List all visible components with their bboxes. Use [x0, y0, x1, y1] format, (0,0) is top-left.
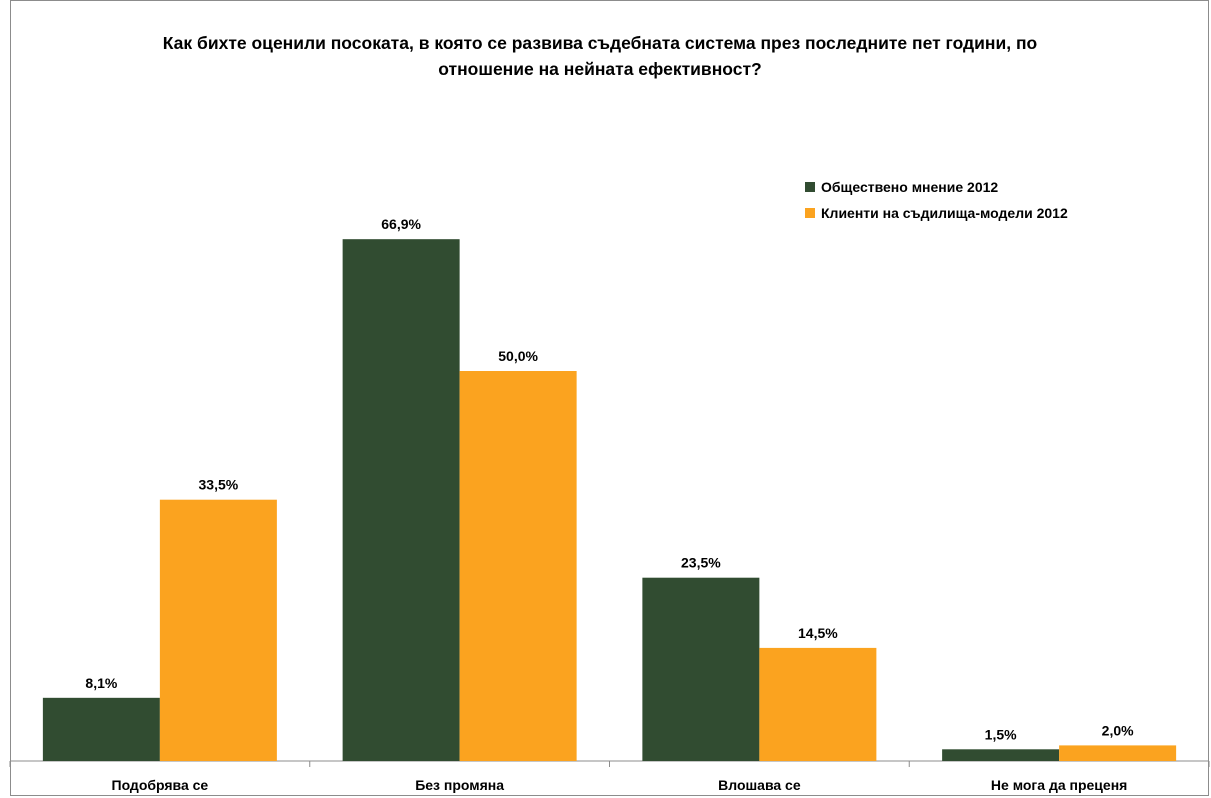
bar-public-opinion-0 [42, 697, 160, 761]
legend-item-court-clients: Клиенти на съдилища-модели 2012 [805, 200, 1068, 226]
data-label: 1,5% [985, 726, 1017, 742]
data-label: 8,1% [85, 675, 117, 691]
bar-court-clients-3 [1059, 745, 1177, 761]
chart-title: Как бихте оценили посоката, в която се р… [60, 30, 1140, 82]
bar-public-opinion-1 [342, 239, 460, 761]
data-label: 50,0% [498, 348, 538, 364]
bar-public-opinion-2 [642, 577, 760, 761]
legend-swatch-public-opinion [805, 182, 815, 192]
bar-court-clients-0 [159, 499, 277, 761]
x-tick-label: Влошава се [718, 777, 801, 793]
x-tick-label: Не мога да преценя [991, 777, 1127, 793]
bar-public-opinion-3 [942, 749, 1060, 761]
x-tick-label: Без промяна [415, 777, 504, 793]
data-label: 33,5% [199, 477, 239, 493]
x-tick-label: Подобрява се [112, 777, 209, 793]
data-label: 2,0% [1102, 722, 1134, 738]
bar-court-clients-1 [459, 371, 577, 761]
legend-swatch-court-clients [805, 208, 815, 218]
data-label: 14,5% [798, 625, 838, 641]
legend-label-court-clients: Клиенти на съдилища-модели 2012 [821, 205, 1068, 221]
chart-legend: Обществено мнение 2012 Клиенти на съдили… [805, 174, 1068, 226]
data-label: 23,5% [681, 555, 721, 571]
legend-item-public-opinion: Обществено мнение 2012 [805, 174, 1068, 200]
bar-court-clients-2 [759, 647, 877, 761]
chart-title-line-1: Как бихте оценили посоката, в която се р… [162, 33, 1038, 53]
data-label: 66,9% [381, 216, 421, 232]
chart-title-line-2: отношение на нейната ефективност? [438, 59, 762, 79]
legend-label-public-opinion: Обществено мнение 2012 [821, 179, 999, 195]
